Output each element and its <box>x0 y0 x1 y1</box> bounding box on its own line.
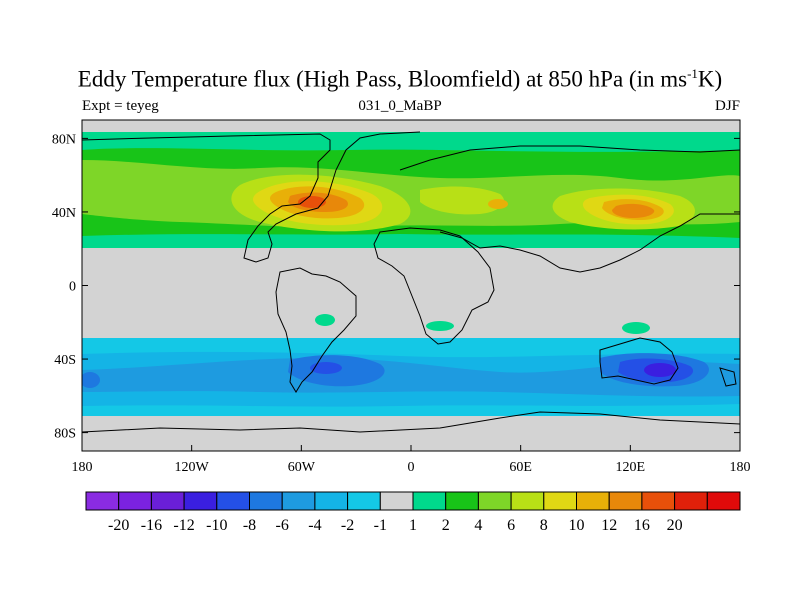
colorbar-label: -20 <box>108 517 129 534</box>
colorbar-swatch <box>216 491 251 511</box>
northern-storm-track <box>82 132 740 248</box>
colorbar-label: 6 <box>507 517 515 534</box>
run-label: 031_0_MaBP <box>358 98 442 114</box>
colorbar-swatch <box>510 491 545 511</box>
colorbar-label: -10 <box>206 517 227 534</box>
colorbar-swatch <box>412 491 447 511</box>
experiment-label: Expt = teyeg <box>82 98 159 114</box>
colorbar-swatch <box>314 491 349 511</box>
colorbar-swatch <box>347 491 381 511</box>
australia-coast <box>599 337 679 385</box>
colorbar-swatch <box>85 491 120 511</box>
colorbar-label: 12 <box>601 517 617 534</box>
eurasia-coast <box>399 145 740 273</box>
colorbar-label: 20 <box>667 517 683 534</box>
x-tick-label: 60E <box>509 460 532 475</box>
colorbar-swatch <box>281 491 316 511</box>
x-tick-label: 180 <box>72 460 93 475</box>
colorbar-swatch <box>641 491 676 511</box>
colorbar-swatch <box>608 491 643 511</box>
contour-field <box>82 120 740 451</box>
colorbar-swatch <box>477 491 512 511</box>
colorbar-swatch <box>249 491 283 511</box>
colorbar-label: 16 <box>634 517 650 534</box>
x-tick-label: 120W <box>175 460 210 475</box>
colorbar-swatch <box>150 491 185 511</box>
y-tick-label: 40N <box>52 206 76 221</box>
colorbar: -20 -16 -12 -10 -8 -6 -4 -2 -1 1 2 4 6 8 10 12 16 20 <box>85 491 741 534</box>
colorbar-swatch <box>576 491 610 511</box>
chart-title: Eddy Temperature flux (High Pass, Bloomf… <box>77 66 723 92</box>
tropical-feature <box>315 314 335 326</box>
tropical-feature <box>622 322 650 334</box>
colorbar-label: 2 <box>442 517 450 534</box>
coastlines <box>82 131 740 433</box>
colorbar-swatch <box>706 491 741 511</box>
antarctica-coast <box>82 411 740 433</box>
south-america-coast <box>275 267 357 393</box>
x-tick-label: 0 <box>408 460 415 475</box>
colorbar-label: -8 <box>243 517 256 534</box>
colorbar-label: -4 <box>308 517 321 534</box>
new-zealand-coast <box>719 367 737 387</box>
tropical-feature <box>426 321 454 331</box>
colorbar-label: 4 <box>474 517 482 534</box>
x-tick-label: 120E <box>616 460 646 475</box>
colorbar-swatch <box>674 491 708 511</box>
x-tick-label: 60W <box>288 460 316 475</box>
colorbar-label: -16 <box>141 517 162 534</box>
southern-storm-track <box>82 338 740 416</box>
colorbar-swatch <box>543 491 577 511</box>
colorbar-swatch <box>445 491 479 511</box>
colorbar-label: -6 <box>276 517 289 534</box>
season-label: DJF <box>714 98 740 114</box>
y-tick-label: 80N <box>52 132 76 147</box>
colorbar-label: -12 <box>173 517 194 534</box>
y-tick-label: 0 <box>69 280 76 295</box>
north-america-coast <box>82 131 421 263</box>
colorbar-swatch <box>183 491 218 511</box>
y-tick-label: 80S <box>54 427 76 442</box>
colorbar-label: -2 <box>341 517 354 534</box>
y-tick-label: 40S <box>54 353 76 368</box>
colorbar-label: 8 <box>540 517 548 534</box>
colorbar-swatch <box>118 491 152 511</box>
colorbar-label: -1 <box>374 517 387 534</box>
colorbar-label: 1 <box>409 517 417 534</box>
colorbar-label: 10 <box>569 517 585 534</box>
axes: 80N 40N 0 40S 80S 180 120W 60W 0 60E 120E 180 <box>52 132 751 475</box>
x-tick-label: 180 <box>730 460 751 475</box>
colorbar-swatch <box>379 491 414 511</box>
